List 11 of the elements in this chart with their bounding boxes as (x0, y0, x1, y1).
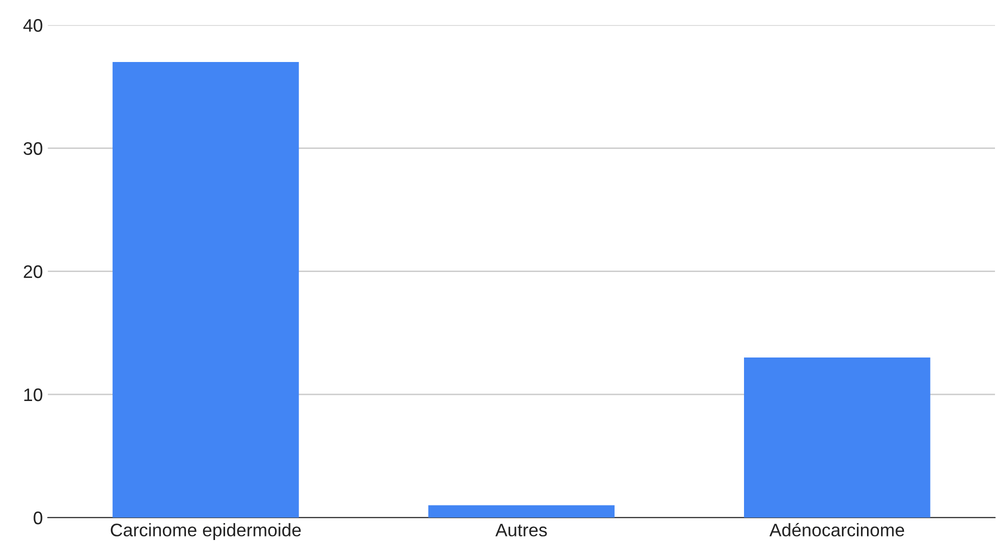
bar (744, 358, 930, 518)
bar (428, 505, 615, 518)
x-tick-label: Carcinome epidermoide (110, 523, 301, 540)
y-tick-label: 20 (24, 265, 42, 278)
x-tick-label: Adénocarcinome (769, 522, 904, 536)
y-tick-label: 40 (23, 19, 42, 32)
y-tick-label: 0 (34, 512, 42, 524)
x-tick-label: Autres (495, 524, 547, 536)
bar (112, 62, 299, 518)
y-tick-label: 10 (24, 388, 42, 402)
y-tick-label: 30 (24, 142, 42, 155)
